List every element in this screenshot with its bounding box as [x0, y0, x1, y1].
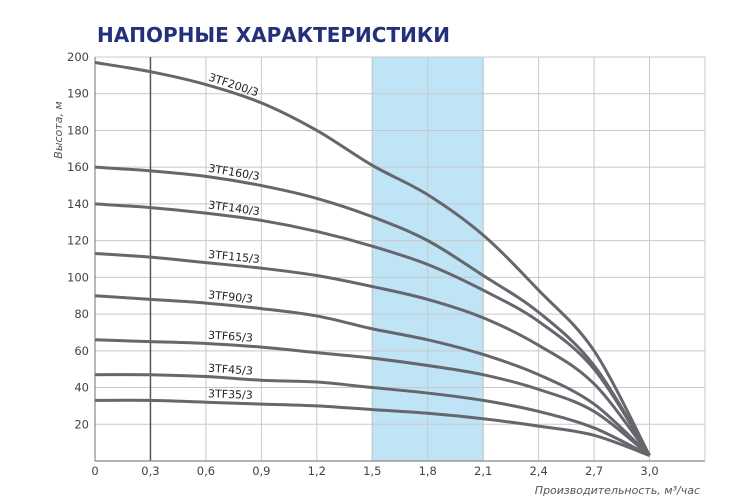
y-tick-label: 140 — [67, 197, 89, 211]
curve-label: 3TF115/3 — [208, 248, 261, 266]
x-tick-label: 2,4 — [529, 464, 547, 478]
x-tick-label: 0 — [91, 464, 98, 478]
x-tick-label: 2,7 — [585, 464, 603, 478]
y-tick-label: 160 — [67, 160, 89, 174]
y-axis-label: Высота, м — [52, 101, 65, 158]
x-tick-label: 1,8 — [419, 464, 437, 478]
x-axis-label: Производительность, м³/час — [535, 484, 700, 497]
curve — [94, 398, 651, 457]
curve — [94, 373, 651, 457]
curve-label: 3TF35/3 — [208, 387, 253, 401]
x-tick-label: 0,6 — [197, 464, 215, 478]
y-tick-label: 80 — [74, 307, 89, 321]
x-tick-label: 1,5 — [363, 464, 381, 478]
chart-title: НАПОРНЫЕ ХАРАКТЕРИСТИКИ — [97, 23, 450, 47]
curve — [94, 338, 651, 457]
x-tick-label: 1,2 — [308, 464, 326, 478]
y-tick-label: 120 — [67, 234, 89, 248]
y-tick-label: 20 — [74, 417, 89, 431]
y-tick-label: 100 — [67, 270, 89, 284]
x-tick-label: 3,0 — [640, 464, 658, 478]
y-tick-label: 200 — [67, 50, 89, 64]
curve-label: 3TF200/3 — [207, 71, 260, 100]
curve-label: 3TF65/3 — [208, 329, 254, 345]
curve-label: 3TF90/3 — [208, 288, 254, 305]
y-tick-label: 60 — [74, 344, 89, 358]
y-tick-label: 40 — [74, 381, 89, 395]
y-tick-label: 190 — [67, 87, 89, 101]
y-tick-label: 180 — [67, 123, 89, 137]
curve — [94, 294, 651, 457]
curve — [94, 251, 651, 457]
curve — [94, 165, 651, 457]
x-tick-label: 2,1 — [474, 464, 492, 478]
curve — [94, 61, 651, 457]
x-tick-label: 0,3 — [141, 464, 159, 478]
curve-label: 3TF45/3 — [208, 362, 254, 378]
curve — [94, 202, 651, 457]
x-tick-label: 0,9 — [252, 464, 270, 478]
